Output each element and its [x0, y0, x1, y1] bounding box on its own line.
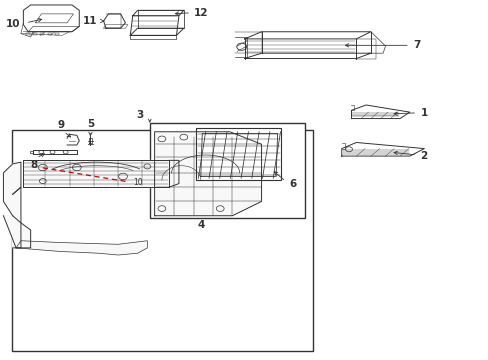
Polygon shape: [23, 160, 169, 187]
Polygon shape: [154, 132, 261, 216]
Text: 10: 10: [5, 18, 20, 28]
Bar: [149, 123, 305, 217]
Text: 11: 11: [83, 16, 98, 26]
Bar: [196, 128, 281, 180]
Text: 3: 3: [136, 110, 143, 120]
Text: 12: 12: [193, 8, 207, 18]
Polygon shape: [3, 216, 31, 248]
Text: 9: 9: [57, 120, 64, 130]
Polygon shape: [16, 241, 147, 255]
Text: 7: 7: [412, 40, 420, 50]
Polygon shape: [169, 160, 179, 187]
Text: 8: 8: [30, 159, 37, 170]
Text: 6: 6: [289, 179, 296, 189]
Text: 4: 4: [197, 220, 204, 230]
Polygon shape: [3, 162, 21, 216]
Text: 5: 5: [87, 119, 94, 129]
Text: 10: 10: [132, 178, 142, 187]
Text: 2: 2: [420, 151, 427, 161]
Polygon shape: [13, 187, 21, 248]
Bar: [12, 130, 312, 351]
Text: 1: 1: [420, 108, 427, 118]
